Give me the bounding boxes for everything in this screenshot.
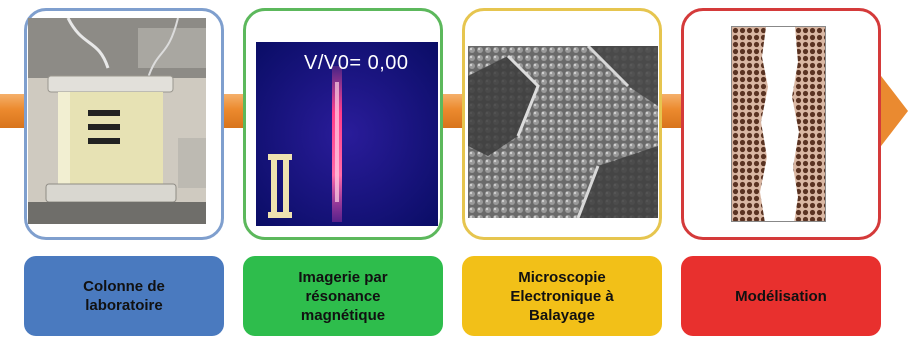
stage-label-mri: Imagerie par résonance magnétique (243, 256, 443, 336)
mri-illustration (256, 42, 438, 226)
stage-label-model: Modélisation (681, 256, 881, 336)
sem-micrograph (468, 46, 658, 218)
stage-label-sem: Microscopie Electronique à Balayage (462, 256, 662, 336)
stage-label-text: Modélisation (735, 287, 827, 305)
sem-illustration (468, 46, 658, 218)
laboratory-column-photo (28, 18, 206, 224)
stage-label-text: Imagerie par résonance magnétique (298, 268, 388, 324)
column-illustration (28, 18, 206, 224)
flow-arrow-head (878, 72, 908, 150)
mri-scan: V/V0= 0,00 (256, 42, 438, 226)
stage-label-text: Colonne de laboratoire (83, 278, 165, 314)
stage-label-text: Microscopie Electronique à Balayage (510, 268, 614, 324)
stage-label-column: Colonne de laboratoire (24, 256, 224, 336)
pore-model (731, 26, 826, 222)
model-illustration (732, 27, 825, 221)
mri-volume-readout: V/V0= 0,00 (304, 52, 409, 74)
column-schematic-icon (268, 154, 292, 218)
